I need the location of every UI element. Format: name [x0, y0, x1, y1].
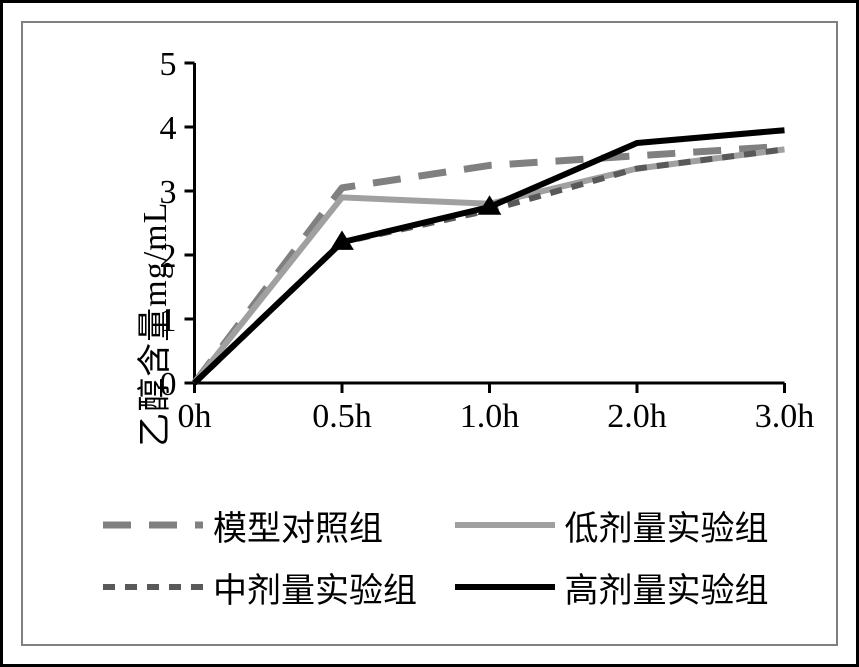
legend-swatch — [455, 510, 555, 540]
legend-row: 中剂量实验组 高剂量实验组 — [103, 556, 806, 618]
chart-panel: 乙醇含量mg/mL 0123450h0.5h1.0h2.0h3.0h 模型对照组… — [21, 21, 838, 646]
svg-text:3.0h: 3.0h — [755, 398, 815, 435]
legend-swatch — [455, 572, 555, 602]
legend-label: 低剂量实验组 — [565, 501, 769, 550]
legend-item: 低剂量实验组 — [455, 501, 807, 550]
svg-text:2: 2 — [160, 238, 177, 275]
svg-text:1.0h: 1.0h — [460, 398, 520, 435]
svg-text:3: 3 — [160, 174, 177, 211]
svg-text:4: 4 — [160, 110, 177, 147]
svg-text:5: 5 — [160, 46, 177, 83]
svg-text:0.5h: 0.5h — [312, 398, 372, 435]
plot-area: 0123450h0.5h1.0h2.0h3.0h — [143, 53, 806, 453]
legend-label: 模型对照组 — [213, 501, 383, 550]
legend-item: 中剂量实验组 — [103, 563, 455, 612]
legend-row: 模型对照组 低剂量实验组 — [103, 494, 806, 556]
legend-label: 中剂量实验组 — [213, 563, 417, 612]
legend-swatch — [103, 510, 203, 540]
chart-svg: 0123450h0.5h1.0h2.0h3.0h — [143, 53, 806, 453]
legend-swatch — [103, 572, 203, 602]
svg-text:1: 1 — [160, 302, 177, 339]
outer-frame: 乙醇含量mg/mL 0123450h0.5h1.0h2.0h3.0h 模型对照组… — [0, 0, 859, 667]
svg-text:0h: 0h — [178, 398, 212, 435]
legend: 模型对照组 低剂量实验组 中剂量实验组 高剂量实验组 — [103, 494, 806, 634]
legend-item: 模型对照组 — [103, 501, 455, 550]
legend-label: 高剂量实验组 — [565, 563, 769, 612]
legend-item: 高剂量实验组 — [455, 563, 807, 612]
svg-text:0: 0 — [160, 366, 177, 403]
svg-text:2.0h: 2.0h — [607, 398, 667, 435]
